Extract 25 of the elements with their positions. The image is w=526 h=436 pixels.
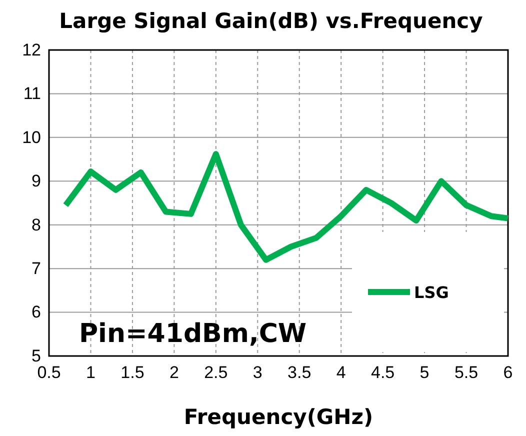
x-tick-label: 1 xyxy=(86,363,96,382)
x-tick-label: 3.5 xyxy=(288,363,312,382)
y-tick-label: 8 xyxy=(32,215,41,234)
x-tick-label: 2 xyxy=(169,363,179,382)
x-tick-label: 4 xyxy=(336,363,346,382)
x-tick-label: 3 xyxy=(252,363,262,382)
legend-box: LSG xyxy=(352,232,504,352)
x-tick-label: 0.5 xyxy=(37,363,61,382)
legend-label: LSG xyxy=(414,283,449,302)
chart-title: Large Signal Gain(dB) vs.Frequency xyxy=(59,9,484,33)
y-tick-label: 5 xyxy=(32,346,41,366)
x-tick-label: 2.5 xyxy=(204,363,228,382)
x-tick-label: 5 xyxy=(420,363,430,382)
y-tick-label: 6 xyxy=(32,302,41,322)
x-tick-label: 1.5 xyxy=(120,363,144,382)
x-axis-title: Frequency(GHz) xyxy=(184,405,374,429)
y-tick-label: 11 xyxy=(23,84,41,104)
x-tick-label: 6 xyxy=(503,363,513,382)
y-tick-label: 9 xyxy=(32,172,41,191)
annotation: Pin=41dBm,CW xyxy=(79,319,307,349)
y-tick-label: 10 xyxy=(22,128,41,147)
x-tick-label: 5.5 xyxy=(454,363,478,382)
y-tick-label: 7 xyxy=(32,259,41,278)
y-tick-label: 12 xyxy=(22,40,41,60)
x-tick-label: 4.5 xyxy=(371,363,395,382)
